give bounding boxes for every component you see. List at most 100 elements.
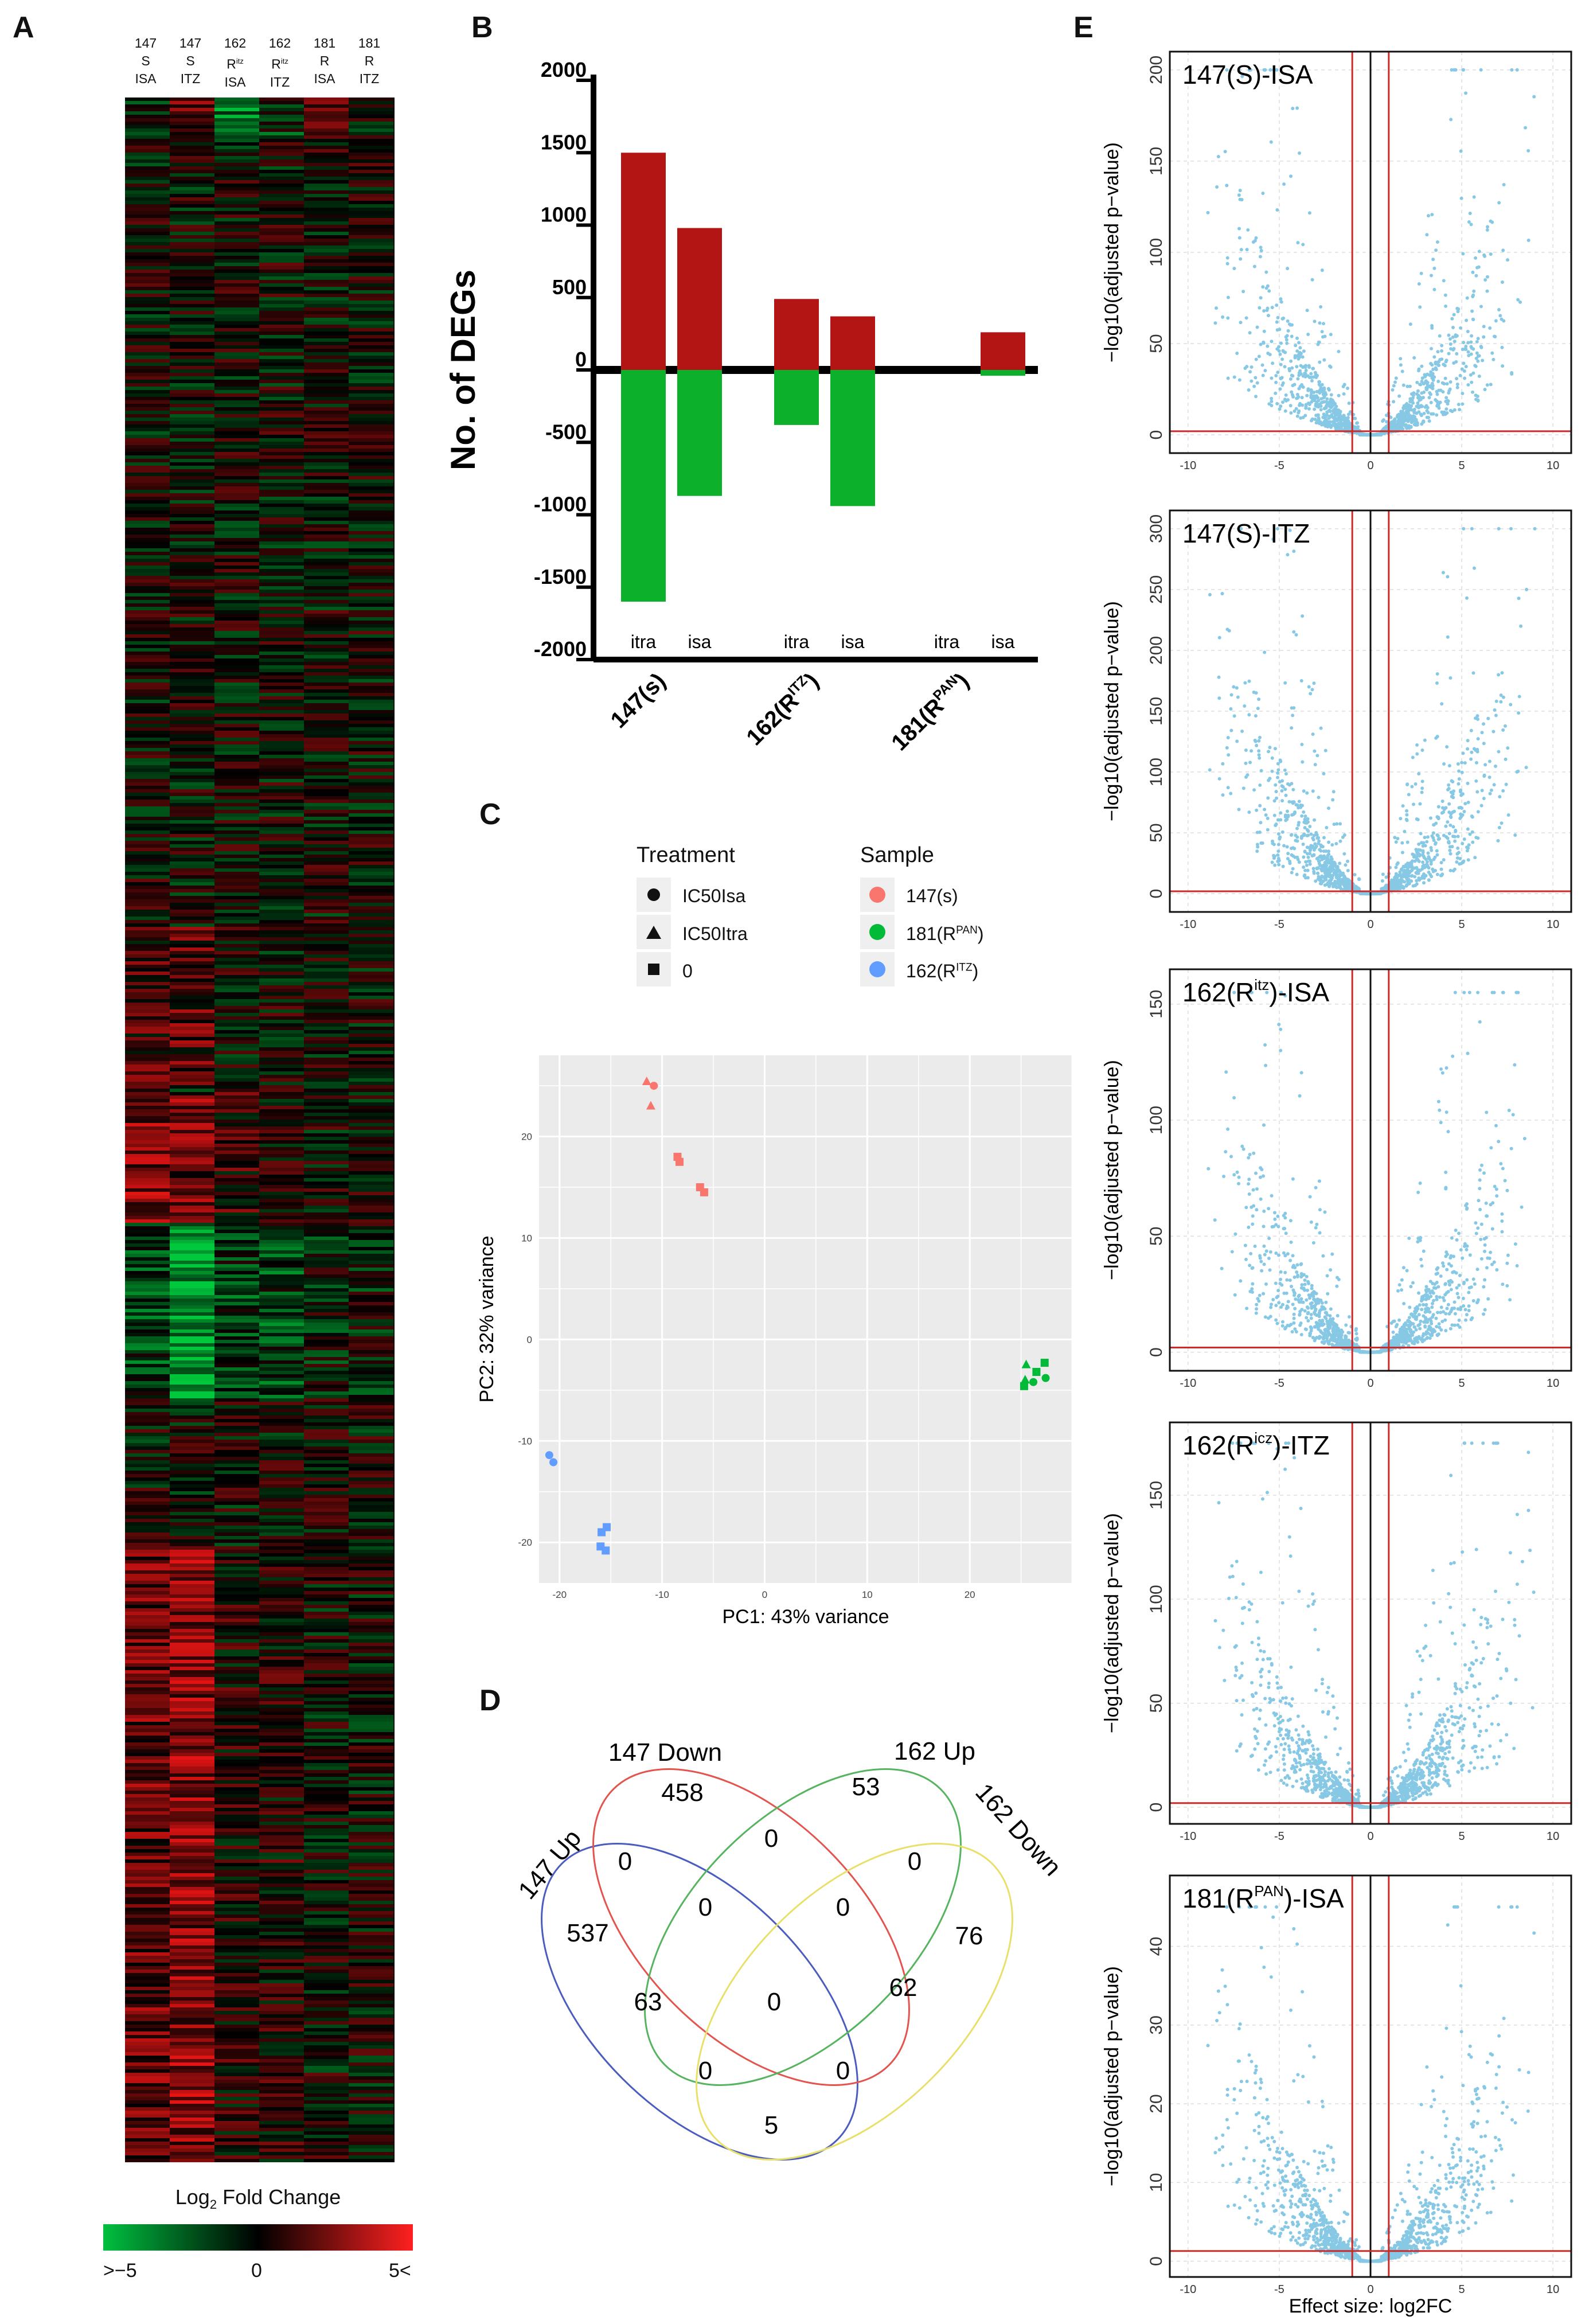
volcano-point xyxy=(1243,1243,1247,1247)
volcano-point xyxy=(1416,1323,1420,1327)
volcano-point xyxy=(1272,813,1276,817)
volcano-point xyxy=(1448,852,1453,856)
volcano-point xyxy=(1285,845,1289,849)
volcano-point xyxy=(1492,783,1496,787)
volcano-point xyxy=(1430,346,1434,350)
volcano-point xyxy=(1503,1179,1507,1183)
bar-down xyxy=(774,370,819,425)
volcano-x-tick: -5 xyxy=(1274,459,1284,472)
volcano-point xyxy=(1244,1206,1248,1210)
volcano-point xyxy=(1416,389,1420,393)
volcano-point xyxy=(1286,553,1290,557)
volcano-y-tick: 200 xyxy=(1147,56,1166,84)
volcano-point xyxy=(1428,1310,1432,1314)
volcano-point xyxy=(1434,1272,1438,1276)
volcano-point xyxy=(1235,1668,1239,1672)
volcano-point xyxy=(1275,401,1279,405)
volcano-point xyxy=(1258,1256,1262,1260)
volcano-point xyxy=(1250,749,1254,753)
volcano-point xyxy=(1271,1297,1275,1301)
volcano-point xyxy=(1486,716,1490,720)
volcano-point xyxy=(1456,1307,1460,1311)
volcano-point xyxy=(1290,871,1294,875)
volcano-point xyxy=(1366,892,1370,896)
volcano-point xyxy=(1457,403,1461,407)
volcano-point xyxy=(1254,1311,1258,1315)
volcano-title: 147(S)-ITZ xyxy=(1182,518,1310,548)
volcano-y-tick: 100 xyxy=(1147,1106,1166,1134)
volcano-point xyxy=(1442,279,1446,283)
volcano-point xyxy=(1489,1250,1493,1254)
volcano-point xyxy=(1244,761,1248,765)
volcano-point xyxy=(1455,1286,1459,1290)
volcano-point xyxy=(1299,1272,1303,1276)
volcano-point xyxy=(1506,813,1510,817)
volcano-point xyxy=(1224,1150,1228,1154)
volcano-point xyxy=(1470,814,1474,818)
bar-up xyxy=(621,153,666,370)
volcano-point xyxy=(1412,423,1416,427)
volcano-point xyxy=(1447,1592,1451,1596)
volcano-point xyxy=(1248,370,1252,374)
volcano-point xyxy=(1355,421,1359,425)
volcano-point xyxy=(1428,1291,1432,1295)
volcano-point xyxy=(1289,359,1293,363)
volcano-point xyxy=(1469,757,1473,761)
volcano-point xyxy=(1312,1599,1316,1603)
volcano-point xyxy=(1328,872,1332,876)
volcano-y-tick: 50 xyxy=(1147,823,1166,842)
volcano-point xyxy=(1432,823,1436,827)
volcano-point xyxy=(1312,681,1316,685)
volcano-point xyxy=(1422,863,1426,867)
volcano-point xyxy=(1452,313,1456,317)
volcano-point xyxy=(1517,711,1521,715)
volcano-point xyxy=(1482,1312,1486,1316)
volcano-point xyxy=(1449,1473,1453,1477)
volcano-point xyxy=(1497,1754,1501,1758)
volcano-point xyxy=(1497,826,1501,830)
volcano-point xyxy=(1373,1350,1377,1354)
volcano-point xyxy=(1259,821,1263,825)
volcano-point xyxy=(1467,991,1471,995)
volcano-point xyxy=(1392,419,1396,423)
volcano-point xyxy=(1427,1324,1431,1328)
volcano-point xyxy=(1410,874,1414,878)
volcano-point xyxy=(1327,1340,1331,1344)
volcano-point xyxy=(1526,149,1530,153)
volcano-point xyxy=(1362,892,1366,896)
volcano-point xyxy=(1291,867,1295,871)
volcano-point xyxy=(1270,1225,1274,1229)
volcano-point xyxy=(1217,635,1221,640)
volcano-point xyxy=(1533,527,1537,531)
volcano-point xyxy=(1419,1257,1423,1261)
volcano-point xyxy=(1440,799,1444,803)
volcano-point xyxy=(1280,317,1284,321)
volcano-point xyxy=(1443,1752,1447,1756)
volcano-point xyxy=(1431,367,1435,371)
volcano-point xyxy=(1483,763,1487,767)
volcano-point xyxy=(1448,337,1452,341)
volcano-point xyxy=(1279,404,1283,408)
volcano-point xyxy=(1319,305,1323,309)
volcano-point xyxy=(1331,798,1335,802)
volcano-point xyxy=(1214,306,1218,310)
volcano-point xyxy=(1396,837,1400,841)
volcano-point xyxy=(1406,414,1410,418)
volcano-point xyxy=(1276,818,1280,822)
volcano-point xyxy=(1435,815,1439,819)
treatment-isa-label: IC50Isa xyxy=(682,886,746,906)
panel-label-e: E xyxy=(1073,11,1094,44)
volcano-point xyxy=(1318,360,1322,364)
volcano-point xyxy=(1308,1331,1312,1335)
volcano-point xyxy=(1271,537,1275,541)
volcano-point xyxy=(1301,1749,1305,1753)
volcano-point xyxy=(1430,834,1434,838)
volcano-point xyxy=(1332,423,1336,427)
volcano-point xyxy=(1455,352,1459,356)
bar-label: itra xyxy=(784,631,810,652)
volcano-point xyxy=(1516,991,1520,995)
volcano-point xyxy=(1410,1312,1414,1316)
volcano-point xyxy=(1237,227,1241,231)
volcano-point xyxy=(1411,884,1415,888)
volcano-point xyxy=(1451,326,1455,330)
